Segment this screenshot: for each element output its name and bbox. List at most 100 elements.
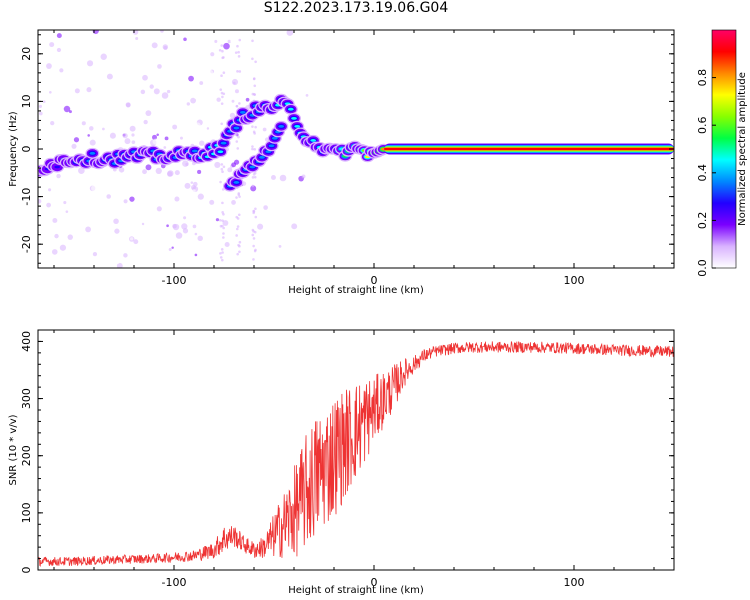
speckle-blob [76, 55, 83, 63]
speckle-blob [116, 262, 123, 268]
y-tick-label: 20 [20, 47, 33, 61]
y-tick-label: -20 [20, 235, 33, 253]
speckle-blob [145, 164, 152, 171]
speckle-blob [93, 222, 99, 228]
speckle-blob [142, 169, 147, 175]
y-tick-label: 10 [20, 94, 33, 108]
speckle-blob [165, 106, 172, 113]
speckle-blob [140, 89, 146, 95]
ridge-blob [310, 139, 317, 142]
colorbar-tick-label: 0.0 [696, 259, 709, 277]
speckle-blob [180, 105, 184, 109]
speckle-blob [130, 237, 134, 241]
speckle-blob [237, 55, 241, 58]
speckle-blob [192, 224, 197, 229]
speckle-blob [221, 224, 224, 228]
ridge-blob [278, 125, 285, 128]
speckle-blob [253, 84, 257, 88]
speckle-blob [235, 234, 238, 237]
speckle-blob [87, 134, 90, 137]
speckle-blob [156, 133, 159, 137]
speckle-blob [50, 120, 55, 126]
speckle-blob [192, 189, 196, 193]
speckle-blob [222, 220, 229, 226]
speckle-blob [222, 232, 225, 235]
speckle-blob [237, 50, 240, 54]
speckle-blob [73, 137, 80, 143]
speckle-blob [206, 127, 210, 130]
speckle-blob [100, 53, 107, 60]
speckle-blob [221, 211, 224, 214]
speckle-blob [216, 97, 221, 102]
speckle-blob [224, 241, 230, 248]
speckle-blob [171, 246, 174, 249]
speckle-blob [251, 228, 255, 232]
speckle-blob [41, 149, 48, 156]
speckle-blob [40, 253, 47, 260]
speckle-blob [152, 134, 157, 140]
speckle-blob [155, 167, 162, 175]
speckle-blob [108, 141, 113, 146]
speckle-blob [251, 147, 254, 151]
spectrogram-y-axis: -20 -10 0 10 20 [20, 34, 674, 264]
speckle-blob [63, 105, 71, 113]
spectrogram-x-label: Height of straight line (km) [288, 285, 424, 296]
speckle-blob [231, 99, 235, 103]
speckle-blob [210, 164, 215, 168]
speckle-blob [114, 228, 120, 234]
speckle-blob [48, 188, 52, 192]
speckle-blob [220, 74, 223, 78]
speckle-blob [75, 188, 78, 192]
speckle-blob [220, 102, 224, 105]
speckle-blob [94, 263, 100, 268]
speckle-blob [145, 110, 152, 117]
speckle-blob [106, 194, 111, 199]
y-tick-label: 300 [20, 388, 33, 409]
speckle-blob [214, 39, 218, 43]
speckle-blob [174, 170, 180, 176]
speckle-blob [251, 39, 254, 43]
speckle-blob [59, 244, 67, 251]
speckle-blob [230, 39, 233, 43]
speckle-blob [168, 248, 172, 252]
speckle-blob [81, 121, 86, 126]
speckle-blob [190, 181, 194, 184]
speckle-blob [184, 182, 191, 189]
speckle-blob [118, 167, 125, 173]
speckle-blob [161, 92, 169, 99]
speckle-blob [92, 252, 98, 257]
speckle-blob [236, 44, 239, 48]
ridge-blob [268, 144, 275, 148]
colorbar-tick-label: 0.2 [696, 212, 709, 230]
speckle-blob [86, 60, 94, 67]
speckle-blob [220, 163, 224, 166]
speckle-blob [40, 260, 44, 264]
speckle-blob [254, 215, 258, 219]
speckle-blob [182, 228, 189, 234]
speckle-blob [218, 218, 222, 222]
speckle-blob [220, 167, 224, 171]
x-tick-label: 0 [371, 274, 378, 287]
speckle-blob [54, 233, 59, 239]
speckle-blob [223, 42, 230, 50]
speckle-blob [56, 33, 62, 39]
speckle-blob [252, 258, 255, 261]
speckle-blob [106, 73, 113, 80]
speckle-blob [85, 49, 92, 56]
speckle-blob [56, 47, 62, 53]
speckle-blob [225, 53, 232, 61]
speckle-blob [222, 92, 226, 96]
ridge-band [384, 148, 674, 150]
speckle-blob [96, 57, 103, 64]
speckle-blob [234, 89, 239, 94]
speckle-blob [233, 32, 238, 38]
speckle-blob [135, 36, 139, 41]
speckle-blob [222, 226, 225, 230]
speckle-blob [221, 251, 224, 254]
speckle-blob [218, 48, 222, 52]
speckle-blob [226, 114, 231, 119]
speckle-blob [229, 141, 235, 146]
y-tick-label: 100 [20, 502, 33, 523]
x-tick-label: -100 [162, 274, 187, 287]
